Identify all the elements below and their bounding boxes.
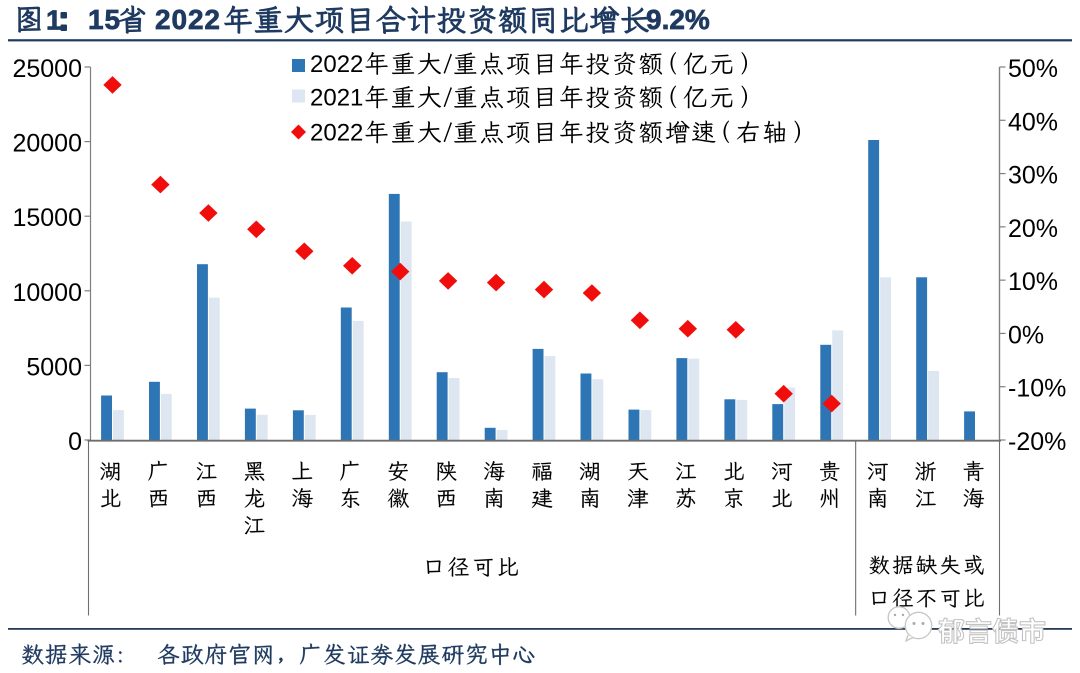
svg-text:40%: 40% bbox=[1008, 108, 1058, 136]
svg-text:5000: 5000 bbox=[26, 353, 82, 381]
svg-text:10%: 10% bbox=[1008, 268, 1058, 296]
svg-text:15000: 15000 bbox=[12, 204, 82, 232]
svg-text:50%: 50% bbox=[1008, 55, 1058, 83]
svg-text:15: 15 bbox=[88, 4, 121, 35]
svg-text:25000: 25000 bbox=[12, 55, 82, 83]
svg-text:9.2%: 9.2% bbox=[646, 4, 710, 35]
svg-text:2021: 2021 bbox=[310, 85, 363, 112]
svg-text:2022: 2022 bbox=[155, 4, 221, 35]
svg-text:30%: 30% bbox=[1008, 162, 1058, 190]
svg-text:20%: 20% bbox=[1008, 215, 1058, 243]
svg-text:20000: 20000 bbox=[12, 130, 82, 158]
svg-text:0%: 0% bbox=[1008, 321, 1044, 349]
svg-text:10000: 10000 bbox=[12, 279, 82, 307]
svg-text:-10%: -10% bbox=[1008, 375, 1066, 403]
svg-text:1: 1 bbox=[46, 5, 62, 36]
svg-text:2022: 2022 bbox=[310, 120, 363, 147]
svg-text:2022: 2022 bbox=[310, 51, 363, 78]
svg-text:0: 0 bbox=[68, 428, 82, 456]
svg-text:-20%: -20% bbox=[1008, 428, 1066, 456]
